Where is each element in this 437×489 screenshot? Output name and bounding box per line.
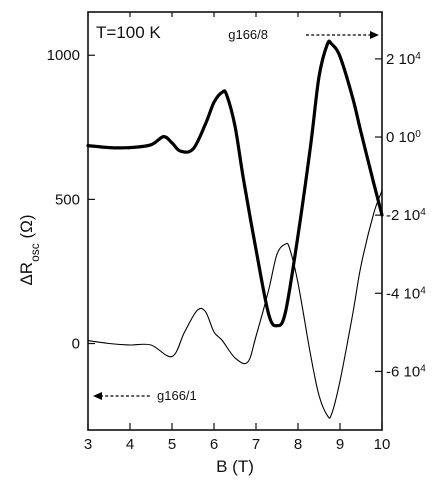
x-tick-label: 4	[126, 436, 134, 453]
y-axis-left-label-main: ΔR	[17, 262, 36, 286]
y-right-tick-exponent: 0	[415, 129, 421, 140]
y-right-tick-label: 2 104	[386, 50, 421, 68]
y-left-tick-label: 0	[72, 336, 80, 353]
y-axis-left-label: ΔRosc (Ω)	[17, 214, 42, 285]
series-line-g166-8	[86, 39, 384, 328]
y-right-tick-label: -6 104	[386, 363, 426, 381]
y-right-tick-exponent: 4	[420, 285, 426, 296]
x-tick-label: 7	[252, 436, 260, 453]
series-label-g166-1: g166/1	[157, 388, 197, 403]
y-right-tick-exponent: 4	[420, 207, 426, 218]
arrow-right-head	[370, 31, 379, 39]
y-left-tick-label: 1000	[47, 47, 80, 64]
plot-frame	[87, 11, 383, 431]
x-tick-label: 3	[84, 436, 92, 453]
x-axis-label: B (T)	[216, 457, 254, 476]
series-arrows: g166/8 g166/1	[93, 27, 379, 403]
y-left-tick-label: 500	[55, 191, 80, 208]
y-right-tick-label: -4 104	[386, 285, 426, 303]
x-tick-label: 6	[210, 436, 218, 453]
x-tick-label: 5	[168, 436, 176, 453]
y-right-tick-exponent: 4	[415, 50, 421, 61]
y-right-tick-mantissa: 0 10	[386, 129, 415, 146]
y-right-tick-mantissa: -6 10	[386, 363, 420, 380]
x-tick-label: 10	[374, 436, 391, 453]
series-label-g166-8: g166/8	[228, 27, 268, 42]
series-line-g166-1	[87, 190, 383, 419]
arrow-left-head	[93, 392, 102, 400]
x-tick-label: 8	[294, 436, 302, 453]
x-axis: 3 4 5 6 7 8 9 10	[84, 12, 391, 453]
y-axis-left: 0 500 1000	[47, 47, 95, 353]
y-right-tick-label: -2 104	[386, 207, 426, 225]
y-right-tick-label: 0 100	[386, 129, 421, 147]
series-group	[86, 39, 384, 419]
y-axis-left-label-sub: osc	[28, 243, 42, 262]
y-right-tick-mantissa: -4 10	[386, 285, 420, 302]
y-right-tick-exponent: 4	[420, 363, 426, 374]
y-right-tick-mantissa: 2 10	[386, 51, 415, 68]
temperature-annotation: T=100 K	[96, 23, 161, 42]
x-tick-label: 9	[336, 436, 344, 453]
y-axis-left-label-unit: (Ω)	[17, 214, 36, 243]
y-right-tick-mantissa: -2 10	[386, 207, 420, 224]
